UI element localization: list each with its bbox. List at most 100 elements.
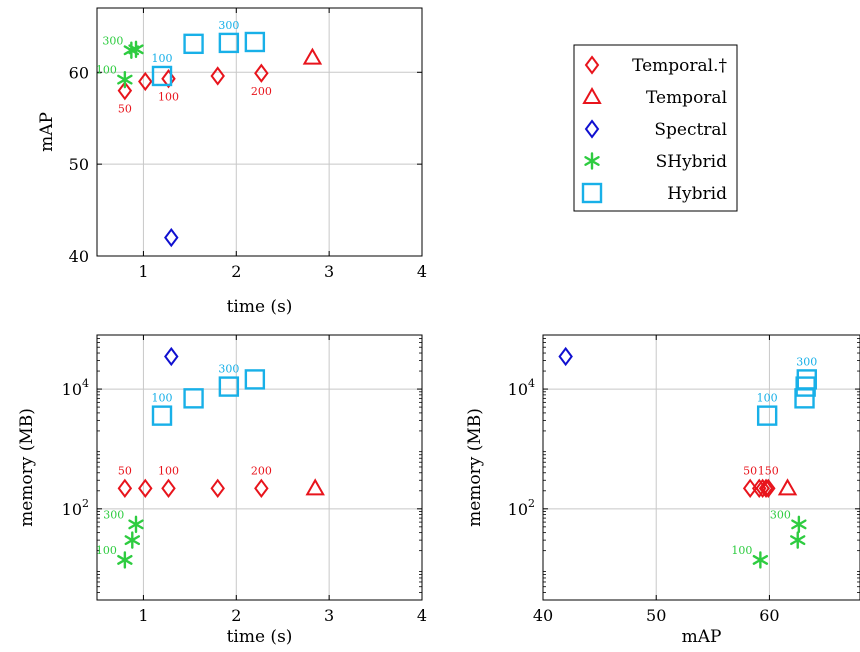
x-tick-label: 2	[231, 606, 241, 625]
data-point	[161, 478, 176, 498]
data-point	[244, 369, 266, 390]
data-point	[218, 32, 240, 54]
y-tick-label: 104	[508, 377, 535, 399]
data-point	[791, 515, 807, 534]
point-annotation: 100	[158, 91, 179, 104]
point-annotation: 300	[770, 508, 791, 521]
grid	[97, 8, 422, 256]
legend-label: Temporal	[646, 88, 727, 108]
point-annotation: 100	[96, 544, 117, 557]
series-shybrid	[117, 515, 144, 569]
data-point	[210, 478, 225, 498]
point-annotation: 300	[103, 508, 124, 521]
point-annotation: 100	[757, 392, 778, 405]
plot-frame	[96, 334, 423, 601]
x-tick-label: 40	[533, 606, 553, 625]
panel-memory-vs-time: 1 2 3 4 102 104 time (s) memory (MB) 50 100 200 100…	[17, 334, 427, 647]
point-annotation: 300	[102, 34, 123, 47]
point-annotation: 100	[158, 464, 179, 477]
data-point	[128, 515, 144, 534]
point-annotation: 300	[218, 363, 239, 376]
data-point	[138, 71, 153, 92]
legend-label: Hybrid	[667, 184, 727, 204]
legend-marker-diamond-icon	[584, 55, 600, 75]
data-point	[790, 531, 806, 549]
data-point	[796, 369, 817, 390]
grid	[543, 335, 860, 600]
data-point	[777, 478, 798, 496]
point-annotation: 200	[251, 464, 272, 477]
series-hybrid	[151, 31, 266, 87]
data-point	[117, 70, 133, 89]
y-tick-label: 60	[69, 63, 89, 82]
legend: Temporal.† Temporal Spectral SHybrid Hybrid	[573, 44, 738, 212]
x-axis-label: time (s)	[227, 627, 293, 647]
y-tick-label: 102	[508, 497, 535, 519]
x-tick-label: 4	[417, 606, 427, 625]
series-spectral	[164, 227, 179, 248]
legend-label: Temporal.†	[632, 56, 727, 76]
point-annotation: 150	[758, 464, 779, 477]
y-tick-label: 50	[69, 155, 89, 174]
data-point	[758, 478, 774, 498]
plot-area	[117, 31, 323, 248]
plot-frame	[96, 7, 423, 257]
legend-marker-triangle-icon	[582, 86, 602, 104]
data-point	[254, 478, 269, 498]
point-annotation: 100	[96, 64, 117, 77]
series-temporal	[777, 478, 798, 496]
y-axis-label: memory (MB)	[17, 408, 37, 527]
series-temporal	[302, 47, 323, 65]
data-point	[210, 66, 225, 86]
data-point	[164, 346, 179, 367]
legend-label: SHybrid	[656, 152, 728, 172]
x-tick-label: 3	[324, 606, 334, 625]
data-point	[755, 478, 770, 498]
x-tick-label: 4	[417, 262, 427, 281]
series-shybrid	[752, 515, 807, 569]
data-point	[151, 405, 173, 426]
data-point	[302, 47, 323, 65]
point-annotation: 100	[152, 392, 173, 405]
y-tick-label: 40	[69, 247, 89, 266]
point-annotation: 50	[118, 464, 132, 477]
data-point	[124, 531, 140, 549]
data-point	[117, 80, 133, 101]
data-point	[244, 31, 266, 53]
data-point	[756, 405, 778, 426]
data-point	[117, 478, 133, 498]
series-spectral	[558, 346, 573, 367]
data-point	[795, 376, 816, 397]
point-annotation: 50	[118, 103, 132, 116]
x-axis-label: time (s)	[227, 297, 293, 317]
data-point	[558, 346, 573, 367]
series-temporal	[117, 63, 269, 101]
x-tick-label: 50	[646, 606, 666, 625]
y-tick-label: 102	[62, 497, 89, 519]
plot-frame	[542, 334, 860, 601]
x-tick-label: 1	[138, 606, 148, 625]
series-spectral	[164, 346, 179, 367]
data-point	[752, 551, 769, 569]
x-tick-label: 1	[138, 262, 148, 281]
legend-marker-square-icon	[581, 182, 603, 204]
plot-area	[558, 346, 817, 569]
x-tick-label: 3	[324, 262, 334, 281]
y-axis-label: memory (MB)	[465, 408, 485, 527]
y-axis-label: mAP	[37, 112, 57, 152]
y-tick-label: 104	[62, 377, 89, 399]
series-hybrid	[151, 369, 266, 426]
panel-map-vs-time: 1 2 3 4 40 50 60 time (s) mAP 50 100 200 100 300 100 30…	[37, 7, 427, 317]
point-annotation: 300	[796, 355, 817, 368]
data-point	[305, 478, 325, 496]
point-annotation: 50	[743, 464, 757, 477]
plot-area	[117, 346, 325, 569]
x-axis-label: mAP	[682, 627, 722, 647]
data-point	[218, 376, 240, 397]
data-point	[151, 65, 173, 87]
point-annotation: 100	[152, 52, 173, 65]
series-temporal	[117, 478, 269, 498]
data-point	[183, 33, 204, 55]
data-point	[794, 388, 815, 409]
